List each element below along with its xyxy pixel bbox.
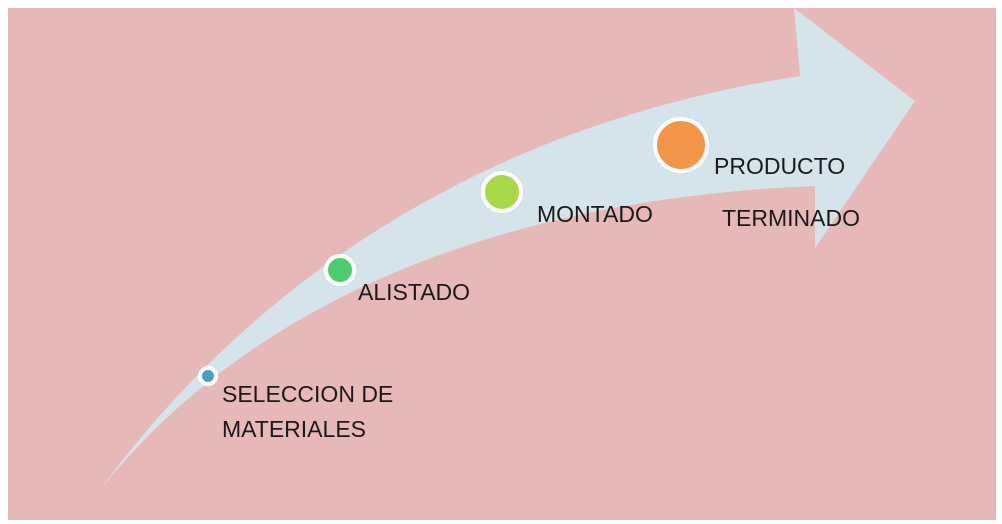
arrow <box>100 8 915 490</box>
node-dot <box>324 254 356 286</box>
node-label: ALISTADO <box>358 279 470 305</box>
node-label: TERMINADO <box>722 205 860 231</box>
nodes: SELECCION DE MATERIALES ALISTADO MONTADO PRO… <box>198 117 860 442</box>
node-label: MATERIALES <box>222 416 366 442</box>
node-label: SELECCION DE <box>222 381 393 407</box>
node-dot <box>198 366 218 386</box>
node-label: MONTADO <box>537 201 653 227</box>
node-dot <box>481 171 523 213</box>
node-label: PRODUCTO <box>714 153 845 179</box>
node-dot <box>653 117 709 173</box>
